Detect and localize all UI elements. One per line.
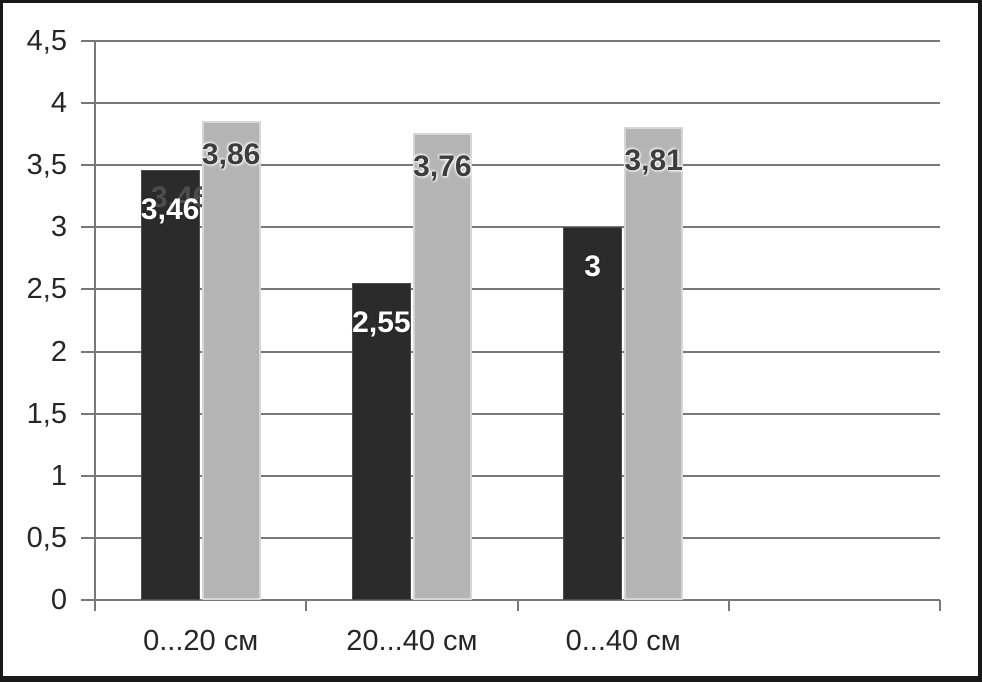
- gridline: [81, 40, 940, 42]
- gridline: [81, 288, 940, 291]
- y-tick-label: 3: [50, 211, 67, 244]
- y-tick-label: 0: [50, 584, 67, 616]
- bar-chart-plot: 0 0,5 1 1,5 2 2,5 3 3,5 4 4,5 3,46 3,86 0...20 см 2,5…: [3, 3, 978, 676]
- bar-dark: [140, 170, 200, 600]
- x-axis-tick: [516, 600, 519, 611]
- y-tick-label: 3,5: [26, 149, 67, 182]
- bar-value-label: 3: [584, 250, 601, 284]
- x-axis-tick: [305, 600, 308, 611]
- y-tick-label: 4: [50, 87, 67, 120]
- bar-dark: [351, 283, 411, 600]
- x-category-label: 20...40 см: [346, 625, 478, 657]
- y-axis-line: [94, 40, 96, 601]
- x-axis-tick: [94, 600, 96, 611]
- x-category-label: 0...20 см: [143, 625, 259, 657]
- y-tick-label: 1: [50, 459, 67, 492]
- gridline: [81, 412, 940, 415]
- y-tick-label: 0,5: [26, 521, 67, 554]
- gridline: [81, 164, 940, 167]
- gridline: [81, 474, 940, 477]
- y-tick-label: 2: [50, 335, 67, 368]
- bar-light: [201, 120, 261, 600]
- bar-value-label: 3,76: [413, 149, 472, 183]
- bar-value-label: 2,55: [352, 306, 411, 340]
- y-tick-label: 1,5: [26, 397, 67, 430]
- gridline: [81, 102, 940, 105]
- y-tick-label: 4,5: [26, 25, 67, 57]
- x-axis-tick: [727, 600, 730, 611]
- bar-value-label: 3,81: [624, 143, 683, 177]
- bar-light: [624, 126, 684, 600]
- x-axis-line: [81, 599, 940, 601]
- x-axis-tick: [939, 600, 941, 611]
- bar-dark: [563, 227, 623, 600]
- gridline: [81, 226, 940, 229]
- gridline: [81, 350, 940, 353]
- bar-value-label: 3,46: [140, 193, 200, 227]
- y-tick-label: 2,5: [26, 273, 67, 306]
- bar-value-label: 3,86: [201, 137, 261, 171]
- bar-light: [412, 132, 472, 600]
- gridline: [81, 536, 940, 539]
- x-category-label: 0...40 см: [565, 625, 681, 657]
